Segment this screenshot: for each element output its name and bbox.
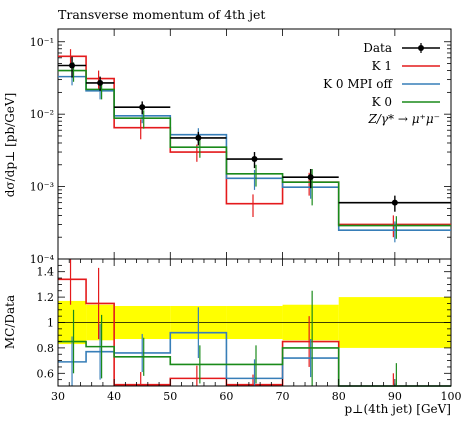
y-tick-label-ratio: 0.6 [37,367,55,380]
data-point [307,174,314,181]
x-tick-label: 60 [219,390,233,403]
y-tick-label-ratio: 0.8 [37,342,55,355]
x-tick-label: 40 [107,390,121,403]
chart-title: Transverse momentum of 4th jet [58,7,265,22]
y-axis-label-ratio: MC/Data [3,295,17,349]
legend-label: K 0 MPI off [323,77,393,91]
y-tick-label-ratio: 1 [47,317,54,330]
legend-swatch [418,45,424,51]
x-tick-label: 80 [332,390,346,403]
process-label: Z/γ* → μ⁺μ⁻ [367,112,440,126]
y-tick-label-main: 10⁻³ [30,181,54,194]
x-tick-label: 50 [163,390,177,403]
x-tick-label: 90 [388,390,402,403]
data-point [195,134,202,141]
legend-label: K 0 [372,95,392,109]
data-point [251,156,258,163]
data-point [69,62,76,69]
y-tick-label-ratio: 1.2 [37,291,55,304]
ratio-panel: 0.6 0.8 1 1.2 1.4 30 40 50 60 70 80 90 100 [37,258,462,403]
series-line-k-0 [58,69,451,227]
ratio-line-k-0 [58,340,451,387]
y-tick-label-ratio: 1.4 [37,266,55,279]
ratio-line-k-1 [58,278,451,387]
y-tick-label-main: 10⁻² [30,108,54,121]
y-axis-label-main: dσ/dp⊥ [pb/GeV] [3,93,17,198]
x-tick-label: 30 [51,390,65,403]
y-tick-label-main: 10⁻⁴ [30,253,55,266]
x-tick-label: 70 [276,390,290,403]
series-line-k-1 [58,55,451,226]
data-point [97,79,104,86]
legend-label: Data [363,41,392,55]
data-point [391,199,398,206]
x-tick-label: 100 [441,390,462,403]
y-tick-label-main: 10⁻¹ [30,36,54,49]
data-point [139,104,146,111]
main-panel: 10⁻⁴ 10⁻³ 10⁻² 10⁻¹ Data K 1 K 0 MPI off K 0 [30,28,452,266]
legend-label: K 1 [372,59,392,73]
x-axis-label: p⊥(4th jet) [GeV] [344,402,451,416]
